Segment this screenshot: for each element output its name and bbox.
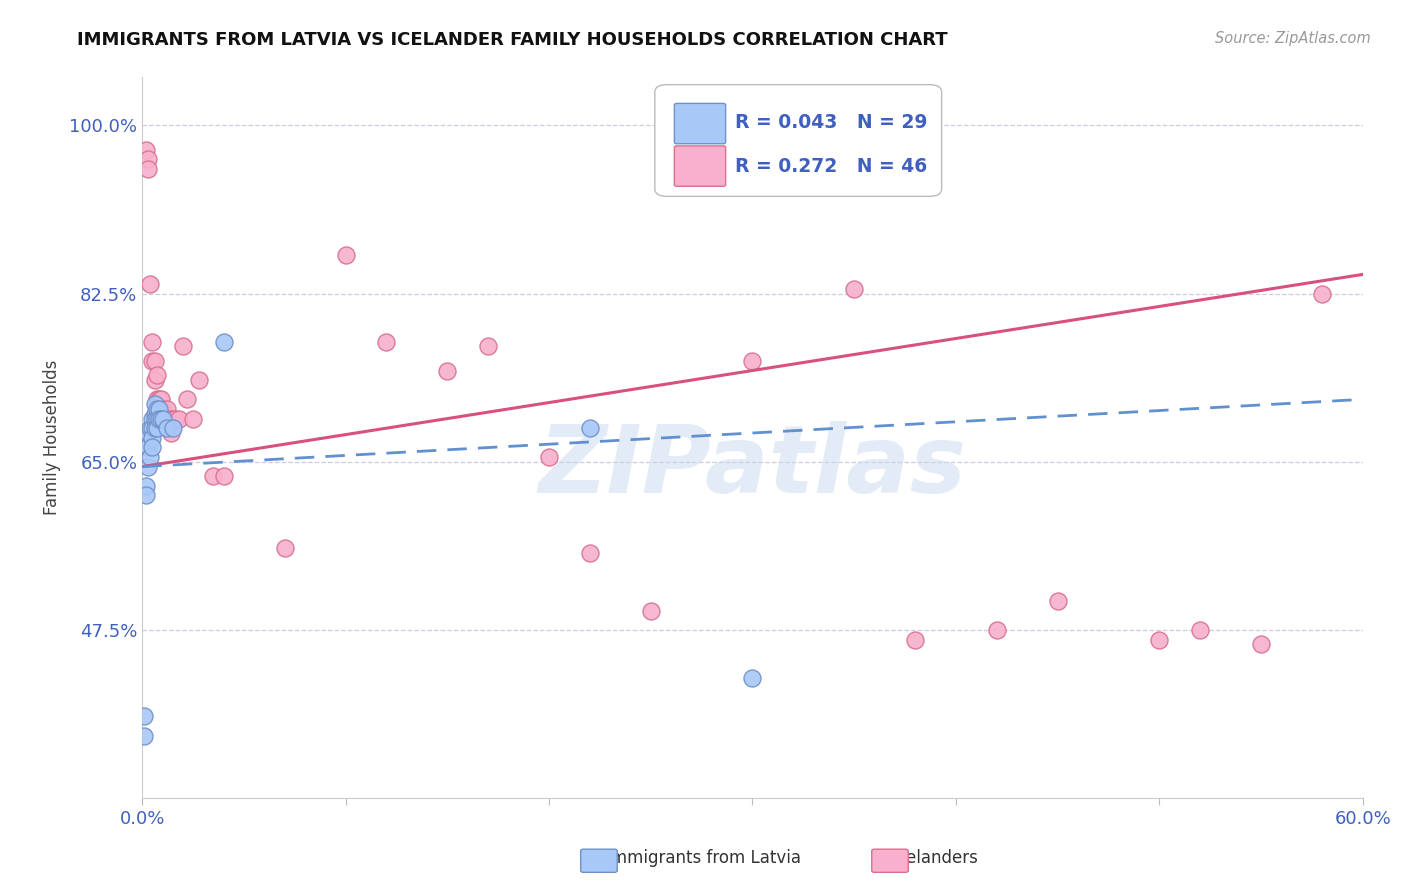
Point <box>149 411 172 425</box>
Point <box>844 282 866 296</box>
Point <box>538 450 561 464</box>
Point <box>159 425 181 440</box>
Point <box>152 411 174 425</box>
Point <box>176 392 198 407</box>
Point <box>156 421 179 435</box>
Point <box>145 392 167 407</box>
Text: ZIPatlas: ZIPatlas <box>538 421 966 513</box>
Point <box>145 401 167 416</box>
Point <box>149 411 172 425</box>
Point <box>1188 623 1211 637</box>
Point <box>143 354 166 368</box>
Point <box>139 421 162 435</box>
Point <box>904 632 927 647</box>
Point <box>143 421 166 435</box>
Point <box>156 401 179 416</box>
FancyBboxPatch shape <box>675 146 725 186</box>
Point <box>141 411 163 425</box>
Point <box>145 368 167 383</box>
Point <box>181 411 204 425</box>
Y-axis label: Family Households: Family Households <box>44 360 60 516</box>
Text: Icelanders: Icelanders <box>891 849 979 867</box>
Point <box>143 373 166 387</box>
Point <box>135 143 157 157</box>
Point <box>134 709 156 723</box>
Point <box>141 431 163 445</box>
Point <box>148 392 170 407</box>
Point <box>138 459 160 474</box>
Point <box>143 411 166 425</box>
Point <box>172 339 194 353</box>
Point <box>141 441 163 455</box>
Text: R = 0.272   N = 46: R = 0.272 N = 46 <box>735 157 928 176</box>
Point <box>212 469 235 483</box>
Point <box>1147 632 1170 647</box>
Point <box>141 354 163 368</box>
Text: Immigrants from Latvia: Immigrants from Latvia <box>606 849 800 867</box>
Point <box>152 411 174 425</box>
Point <box>188 373 211 387</box>
Point <box>157 411 180 425</box>
Point <box>162 421 184 435</box>
Point <box>148 411 170 425</box>
Point <box>135 479 157 493</box>
Point <box>153 407 176 421</box>
Point <box>134 729 156 743</box>
FancyBboxPatch shape <box>675 103 725 144</box>
Point <box>1046 594 1069 608</box>
Text: Source: ZipAtlas.com: Source: ZipAtlas.com <box>1215 31 1371 46</box>
Text: IMMIGRANTS FROM LATVIA VS ICELANDER FAMILY HOUSEHOLDS CORRELATION CHART: IMMIGRANTS FROM LATVIA VS ICELANDER FAMI… <box>77 31 948 49</box>
Point <box>148 401 170 416</box>
Point <box>145 411 167 425</box>
Point <box>162 411 184 425</box>
FancyBboxPatch shape <box>655 85 942 196</box>
Point <box>741 354 763 368</box>
Point <box>578 546 600 560</box>
Point <box>163 411 186 425</box>
Point <box>640 604 662 618</box>
Point <box>138 161 160 176</box>
Point <box>148 411 170 425</box>
Point <box>167 411 190 425</box>
Point <box>145 421 167 435</box>
Point <box>135 488 157 502</box>
Point <box>138 152 160 166</box>
Point <box>138 441 160 455</box>
Point <box>143 397 166 411</box>
Point <box>149 392 172 407</box>
Point <box>436 363 458 377</box>
Point <box>477 339 499 353</box>
Text: R = 0.043   N = 29: R = 0.043 N = 29 <box>735 113 928 132</box>
Point <box>335 248 357 262</box>
Point <box>143 407 166 421</box>
Point <box>139 450 162 464</box>
Point <box>202 469 225 483</box>
Point <box>1250 637 1272 651</box>
Point <box>1310 286 1333 301</box>
Point <box>741 671 763 685</box>
Point <box>141 421 163 435</box>
Point <box>152 401 174 416</box>
Point <box>375 334 398 349</box>
Point <box>139 277 162 291</box>
Point <box>986 623 1008 637</box>
Point <box>212 334 235 349</box>
Point <box>578 421 600 435</box>
Point <box>141 334 163 349</box>
Point <box>138 425 160 440</box>
Point <box>273 541 295 556</box>
